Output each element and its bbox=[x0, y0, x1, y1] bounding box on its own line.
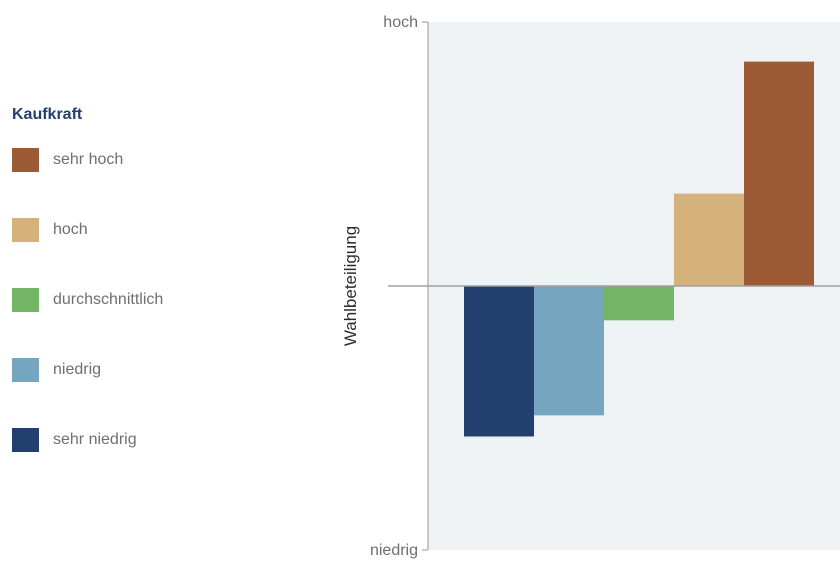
y-tick-label-top: hoch bbox=[383, 14, 418, 31]
bar-hoch bbox=[674, 193, 744, 286]
legend-label: niedrig bbox=[53, 361, 102, 378]
legend-item-durchschnittlich: durchschnittlich bbox=[12, 288, 252, 312]
legend-item-hoch: hoch bbox=[12, 218, 252, 242]
bar-durchschnittlich bbox=[604, 286, 674, 321]
y-tick-label-bottom: niedrig bbox=[370, 542, 418, 559]
bar-niedrig bbox=[534, 286, 604, 416]
legend-label: sehr niedrig bbox=[53, 431, 137, 448]
bar-sehr-niedrig bbox=[464, 286, 534, 437]
legend-item-sehr-niedrig: sehr niedrig bbox=[12, 428, 252, 452]
legend-swatch bbox=[12, 428, 39, 452]
legend-item-niedrig: niedrig bbox=[12, 358, 252, 382]
legend-swatch bbox=[12, 288, 39, 312]
legend-item-sehr-hoch: sehr hoch bbox=[12, 148, 252, 172]
legend: Kaufkraft sehr hoch hoch durchschnittlic… bbox=[12, 106, 252, 498]
legend-title: Kaufkraft bbox=[12, 106, 83, 123]
legend-swatch bbox=[12, 148, 39, 172]
legend-swatch bbox=[12, 358, 39, 382]
bars-group bbox=[464, 61, 814, 437]
bar-sehr-hoch bbox=[744, 61, 814, 286]
legend-label: durchschnittlich bbox=[53, 291, 164, 308]
legend-label: sehr hoch bbox=[53, 151, 124, 168]
legend-swatch bbox=[12, 218, 39, 242]
y-axis-title: Wahlbeteiligung bbox=[341, 226, 360, 346]
legend-label: hoch bbox=[53, 221, 88, 238]
